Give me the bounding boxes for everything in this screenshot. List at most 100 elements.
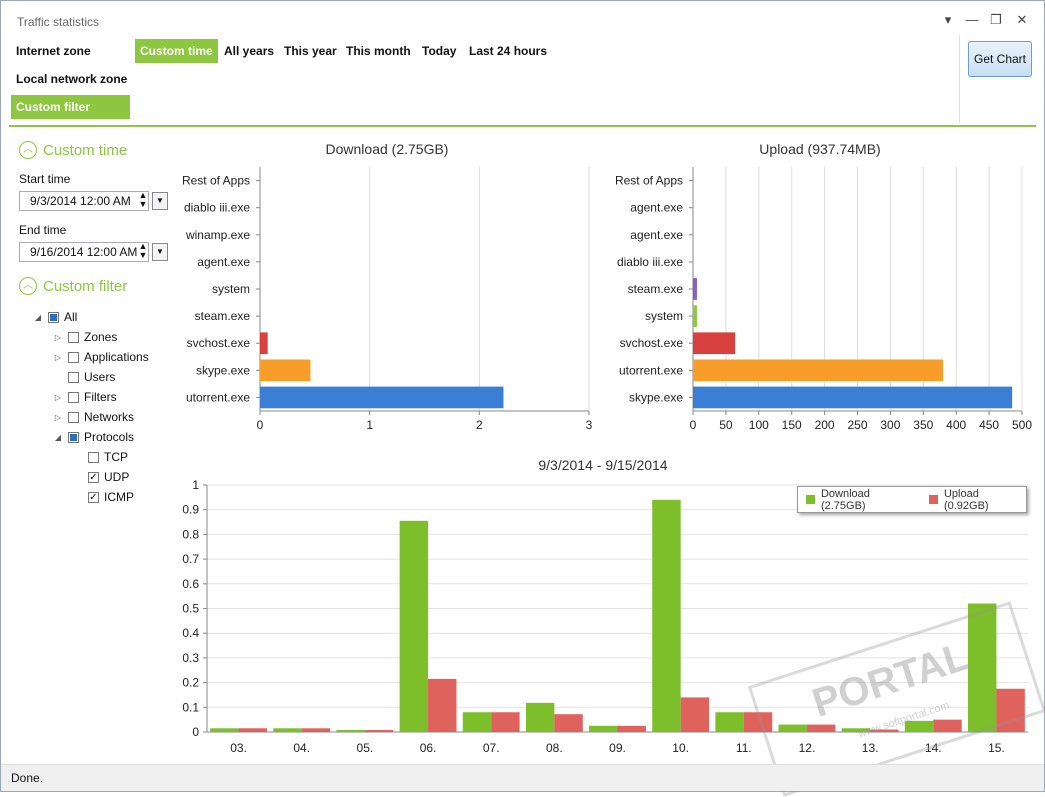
range-today[interactable]: Today (422, 44, 457, 58)
daily-y-tick-label: 0.6 (182, 577, 199, 591)
custom-filter-header[interactable]: ︿ Custom filter (19, 277, 127, 295)
daily-upload-bar (680, 697, 710, 732)
download-category-label: diablo iii.exe (184, 201, 250, 215)
upload-tick-label: 50 (719, 418, 733, 432)
upload-category-label: system (645, 309, 683, 323)
upload-tick-label: 500 (1012, 418, 1032, 432)
download-tick-label: 2 (476, 418, 483, 432)
daily-download-bar (778, 724, 807, 732)
tree-item-zones[interactable]: ▷ Zones (53, 328, 117, 346)
maximize-icon[interactable]: ❐ (990, 12, 1002, 27)
daily-upload-bar (806, 724, 836, 732)
collapse-up-icon[interactable]: ︿ (19, 141, 37, 159)
upload-bar (693, 332, 736, 355)
daily-y-tick-label: 0.8 (182, 527, 199, 541)
tree-checkbox[interactable] (68, 331, 79, 343)
daily-download-bar (715, 712, 744, 732)
range-last-24-hours[interactable]: Last 24 hours (469, 44, 548, 58)
close-icon[interactable]: ✕ (1016, 12, 1028, 27)
tree-item-users[interactable]: Users (53, 368, 115, 386)
tree-expander-icon[interactable]: ◢ (54, 432, 62, 442)
range-custom-time[interactable]: Custom time (135, 39, 218, 63)
upload-tick-label: 400 (946, 418, 966, 432)
daily-traffic-chart: 0 0.1 0.2 0.3 0.4 0.5 0.6 0.7 0.8 0.9 1 03. 04. 05. 06… (182, 478, 1028, 755)
daily-y-tick-label: 0.1 (182, 700, 199, 714)
minimize-icon[interactable]: — (965, 12, 979, 27)
daily-y-tick-label: 0 (192, 725, 199, 739)
collapse-up-icon[interactable]: ︿ (19, 277, 37, 295)
tree-expander-icon[interactable]: ▷ (54, 412, 62, 422)
tree-checkbox[interactable] (68, 351, 79, 363)
end-time-spinner-icon[interactable]: ▲ ▼ (138, 241, 148, 260)
download-bar (260, 359, 311, 382)
daily-y-tick-label: 0.4 (182, 626, 199, 640)
range-all-years[interactable]: All years (224, 44, 275, 58)
tree-checkbox[interactable] (88, 451, 99, 463)
upload-tick-label: 150 (782, 418, 802, 432)
tree-checkbox[interactable] (68, 391, 79, 403)
range-this-month[interactable]: This month (346, 44, 411, 58)
tree-checkbox[interactable] (68, 431, 79, 443)
upload-tick-label: 350 (913, 418, 933, 432)
tree-checkbox[interactable] (68, 411, 79, 423)
tree-item-all[interactable]: ◢ All (33, 308, 77, 326)
upload-tick-label: 300 (880, 418, 900, 432)
tree-checkbox[interactable] (48, 311, 59, 323)
tree-item-networks[interactable]: ▷ Networks (53, 408, 134, 426)
start-time-picker[interactable]: 9/3/2014 12:00 AM ▲ ▼ ▼ (19, 191, 169, 211)
tree-item-label: Zones (84, 330, 118, 344)
daily-upload-bar (554, 714, 583, 732)
tree-expander-icon[interactable]: ▷ (54, 332, 62, 342)
upload-category-label: steam.exe (628, 282, 684, 296)
upload-tick-label: 250 (847, 418, 867, 432)
status-bar: Done. (1, 764, 1044, 791)
zone-local-network[interactable]: Local network zone (16, 72, 128, 86)
tree-expander-icon[interactable]: ▷ (54, 392, 62, 402)
daily-upload-bar (933, 719, 962, 732)
tree-item-icmp[interactable]: ✓ ICMP (73, 488, 134, 506)
daily-x-tick-label: 13. (862, 741, 879, 755)
tree-item-label: Users (84, 370, 116, 384)
window-title: Traffic statistics (17, 15, 100, 29)
zone-internet[interactable]: Internet zone (16, 44, 91, 58)
download-tick-label: 1 (366, 418, 373, 432)
daily-upload-bar (301, 728, 331, 732)
end-time-input[interactable]: 9/16/2014 12:00 AM (19, 242, 149, 262)
daily-upload-bar (996, 688, 1025, 732)
menu-dropdown-icon[interactable]: ▾ (944, 12, 952, 27)
start-time-input[interactable]: 9/3/2014 12:00 AM (19, 191, 149, 211)
upload-bar (693, 359, 944, 382)
end-time-dropdown-icon[interactable]: ▼ (152, 243, 168, 261)
tree-expander-icon[interactable]: ◢ (34, 312, 42, 322)
tree-item-applications[interactable]: ▷ Applications (53, 348, 149, 366)
daily-x-tick-label: 05. (357, 741, 374, 755)
tree-item-tcp[interactable]: TCP (73, 448, 128, 466)
tree-checkbox[interactable]: ✓ (88, 491, 99, 503)
zone-custom-filter[interactable]: Custom filter (11, 95, 130, 119)
upload-bar (693, 305, 697, 327)
start-time-spinner-icon[interactable]: ▲ ▼ (138, 190, 148, 209)
tree-item-protocols[interactable]: ◢ Protocols (53, 428, 134, 446)
upload-chart-title: Upload (937.74MB) (759, 141, 881, 157)
download-bar (260, 332, 268, 355)
tree-item-udp[interactable]: ✓ UDP (73, 468, 129, 486)
toolbar: Internet zone Local network zone Custom … (9, 35, 1036, 127)
tree-expander-icon[interactable]: ▷ (54, 352, 62, 362)
custom-time-header[interactable]: ︿ Custom time (19, 141, 127, 159)
download-category-label: steam.exe (195, 309, 251, 323)
download-category-label: agent.exe (197, 255, 250, 269)
download-bar (260, 386, 504, 409)
download-category-label: skype.exe (196, 363, 250, 377)
end-time-picker[interactable]: 9/16/2014 12:00 AM ▲ ▼ ▼ (19, 242, 169, 262)
upload-category-label: Rest of Apps (615, 174, 683, 188)
daily-x-tick-label: 04. (293, 741, 310, 755)
range-this-year[interactable]: This year (284, 44, 337, 58)
daily-x-tick-label: 15. (988, 741, 1005, 755)
tree-checkbox[interactable]: ✓ (88, 471, 99, 483)
daily-chart-title: 9/3/2014 - 9/15/2014 (538, 457, 668, 473)
start-time-dropdown-icon[interactable]: ▼ (152, 192, 168, 210)
tree-checkbox[interactable] (68, 371, 79, 383)
get-chart-button[interactable]: Get Chart (968, 41, 1032, 77)
tree-item-filters[interactable]: ▷ Filters (53, 388, 117, 406)
daily-x-tick-label: 03. (230, 741, 247, 755)
